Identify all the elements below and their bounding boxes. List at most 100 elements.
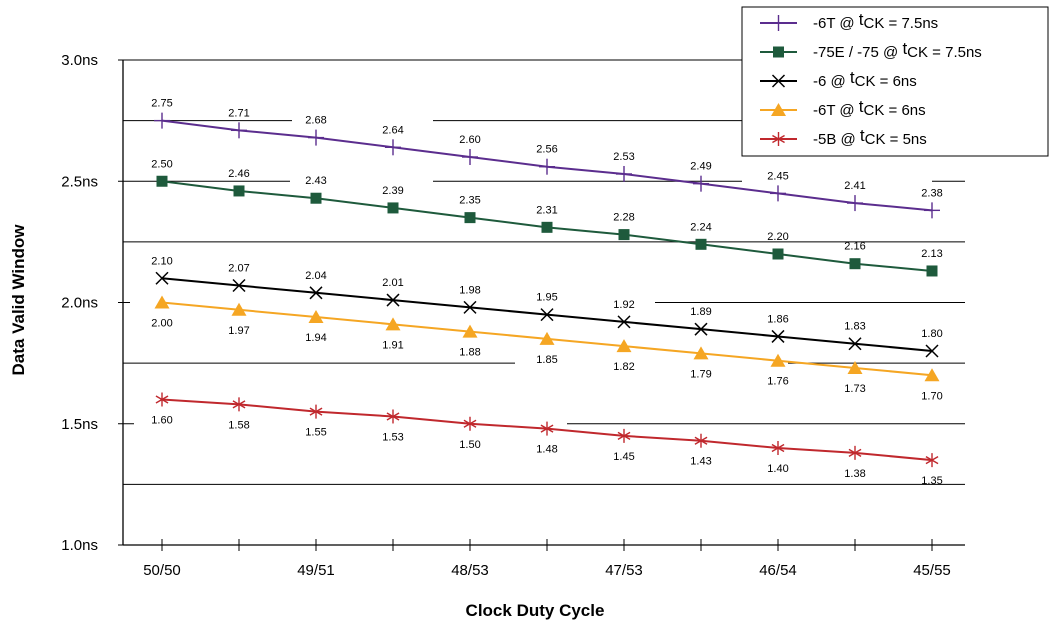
data-label: 2.53: [613, 151, 634, 163]
data-label: 1.79: [690, 368, 711, 380]
plus-marker: [154, 112, 170, 129]
data-label: 1.40: [767, 463, 788, 475]
data-label: 2.64: [382, 124, 403, 136]
x-tick-label: 45/55: [913, 562, 951, 579]
x-marker-b: [463, 300, 477, 314]
data-label: 1.50: [459, 439, 480, 451]
asterisk-marker-arm: [463, 419, 477, 428]
legend: -6T @ tCK = 7.5ns -75E / -75 @ tCK = 7.5n…: [741, 6, 1049, 157]
square-marker-shape: [387, 202, 399, 214]
square-marker: [773, 46, 784, 58]
x-marker: [771, 329, 785, 343]
square-marker-shape: [541, 221, 553, 233]
data-label: 2.68: [305, 115, 326, 127]
data-label: 1.83: [844, 321, 865, 333]
data-label: 1.45: [613, 451, 634, 463]
y-tick-label: 2.5ns: [61, 173, 98, 190]
triangle-marker-shape: [847, 360, 863, 374]
y-tick-label: 2.0ns: [61, 295, 98, 312]
data-label: 1.88: [459, 347, 480, 359]
square-marker-shape: [618, 229, 630, 241]
data-label: 2.46: [228, 168, 249, 180]
triangle-marker-shape: [616, 339, 632, 353]
data-label: 2.04: [305, 270, 326, 282]
asterisk-marker-arm: [540, 424, 554, 433]
triangle-marker: [616, 339, 632, 353]
asterisk-marker-arm: [155, 395, 169, 404]
data-label: 1.53: [382, 431, 403, 443]
plus-marker: [693, 175, 709, 192]
x-marker-b: [309, 286, 323, 300]
x-marker: [540, 308, 554, 322]
triangle-marker: [462, 324, 478, 338]
asterisk-marker: [617, 428, 631, 443]
series-1: [154, 112, 940, 219]
data-label: 1.55: [305, 427, 326, 439]
x-marker-b: [155, 271, 169, 285]
data-label: 2.38: [921, 187, 942, 199]
series-4: [154, 295, 940, 382]
asterisk-marker-arm: [386, 412, 400, 421]
plus-marker: [770, 15, 787, 31]
data-label: 1.98: [459, 284, 480, 296]
plus-marker: [847, 195, 863, 212]
x-marker-b: [694, 322, 708, 336]
data-label: 2.45: [767, 170, 788, 182]
data-label: 2.50: [151, 158, 172, 170]
x-marker: [925, 344, 939, 358]
triangle-marker-shape: [231, 302, 247, 316]
square-marker: [233, 185, 245, 197]
x-marker: [617, 315, 631, 329]
triangle-marker-shape: [539, 331, 555, 345]
triangle-marker: [539, 331, 555, 345]
data-label: 2.43: [305, 175, 326, 187]
data-label: 1.73: [844, 383, 865, 395]
asterisk-marker: [309, 404, 323, 419]
data-label: 2.60: [459, 134, 480, 146]
data-label: 2.49: [690, 161, 711, 173]
triangle-marker: [693, 346, 709, 360]
asterisk-marker: [771, 441, 785, 455]
x-marker-b: [848, 337, 862, 351]
triangle-marker-shape: [154, 295, 170, 309]
triangle-marker-shape: [462, 324, 478, 338]
x-marker: [232, 278, 246, 293]
data-label: 2.71: [228, 107, 249, 119]
x-marker: [694, 322, 708, 336]
square-marker: [695, 238, 707, 250]
asterisk-marker: [155, 392, 169, 407]
x-marker-b: [386, 293, 400, 307]
asterisk-marker-arm: [309, 407, 323, 416]
plus-marker: [385, 139, 401, 156]
y-tick-label: 1.5ns: [61, 416, 98, 433]
triangle-marker-shape: [308, 310, 324, 324]
triangle-marker: [771, 103, 786, 116]
square-marker-shape: [695, 238, 707, 250]
triangle-marker-shape: [693, 346, 709, 360]
asterisk-marker-arm: [232, 400, 246, 409]
data-label: 1.82: [613, 361, 634, 373]
data-label: 2.41: [844, 180, 865, 192]
triangle-marker-shape: [770, 353, 786, 367]
data-label: 1.58: [228, 419, 249, 431]
x-marker-b: [925, 344, 939, 358]
data-label: 1.97: [228, 325, 249, 337]
asterisk-marker-arm: [771, 443, 785, 453]
triangle-marker: [231, 302, 247, 316]
x-marker-b: [771, 329, 785, 343]
data-label: 2.20: [767, 231, 788, 243]
data-label: 2.24: [690, 221, 711, 233]
data-label: 1.85: [536, 354, 557, 366]
axes: 1.0ns 1.5ns 2.0ns 2.5ns 3.0ns 50/50 49/51 48/53…: [61, 52, 965, 579]
series-5: [155, 392, 939, 468]
y-tick-label: 1.0ns: [61, 537, 98, 554]
data-label: 2.31: [536, 204, 557, 216]
x-tick-label: 50/50: [143, 562, 181, 579]
y-axis-title: Data Valid Window: [9, 224, 28, 376]
asterisk-marker: [232, 397, 246, 412]
x-marker: [771, 74, 786, 88]
x-marker-b: [232, 278, 246, 293]
square-marker: [464, 212, 476, 224]
x-marker: [386, 293, 400, 307]
data-label: 1.91: [382, 339, 403, 351]
